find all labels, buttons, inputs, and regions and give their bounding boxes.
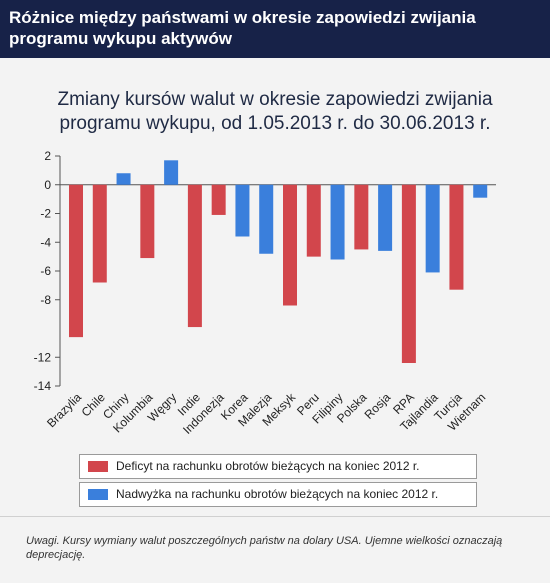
header-title: Różnice między państwami w okresie zapow… bbox=[9, 8, 476, 48]
bar-chiny bbox=[116, 173, 131, 185]
bar-polska bbox=[354, 184, 369, 250]
bar-tajlandia bbox=[425, 184, 440, 273]
bar-chile bbox=[92, 184, 107, 283]
y-tick-label: -14 bbox=[34, 379, 52, 393]
bar-indonezja bbox=[211, 184, 226, 215]
header-bar: Różnice między państwami w okresie zapow… bbox=[0, 0, 550, 58]
bar-rpa bbox=[401, 184, 416, 363]
bar-indie bbox=[187, 184, 202, 328]
bar-filipiny bbox=[330, 184, 345, 260]
y-tick-label: -4 bbox=[40, 235, 51, 249]
bar-malezja bbox=[259, 184, 274, 254]
y-tick-label: 2 bbox=[44, 149, 51, 163]
bar-peru bbox=[306, 184, 321, 257]
y-tick-label: -12 bbox=[34, 350, 52, 364]
bar-wietnam bbox=[473, 184, 488, 198]
legend-item-surplus: Nadwyżka na rachunku obrotów bieżących n… bbox=[79, 482, 477, 507]
legend-swatch-deficit bbox=[88, 461, 108, 472]
legend-item-deficit: Deficyt na rachunku obrotów bieżących na… bbox=[79, 454, 477, 479]
bar-rosja bbox=[378, 184, 393, 251]
bar-meksyk bbox=[283, 184, 297, 306]
chart-title: Zmiany kursów walut w okresie zapowiedzi… bbox=[57, 89, 493, 134]
divider bbox=[0, 516, 550, 517]
legend-swatch-surplus bbox=[88, 489, 108, 500]
y-tick-label: -8 bbox=[40, 293, 51, 307]
footnote: Uwagi. Kursy wymiany walut poszczególnyc… bbox=[26, 535, 503, 561]
bar-węgry bbox=[164, 160, 179, 185]
bar-korea bbox=[235, 184, 250, 237]
y-tick-label: -2 bbox=[40, 207, 51, 221]
y-tick-label: 0 bbox=[44, 178, 51, 192]
legend-label-deficit: Deficyt na rachunku obrotów bieżących na… bbox=[116, 459, 420, 473]
x-tick-label: Rosja bbox=[362, 390, 394, 422]
legend-label-surplus: Nadwyżka na rachunku obrotów bieżących n… bbox=[116, 487, 439, 501]
bar-turcja bbox=[449, 184, 464, 290]
bar-brazylia bbox=[69, 184, 83, 338]
y-tick-label: -6 bbox=[40, 264, 51, 278]
bar-kolumbia bbox=[140, 184, 155, 259]
